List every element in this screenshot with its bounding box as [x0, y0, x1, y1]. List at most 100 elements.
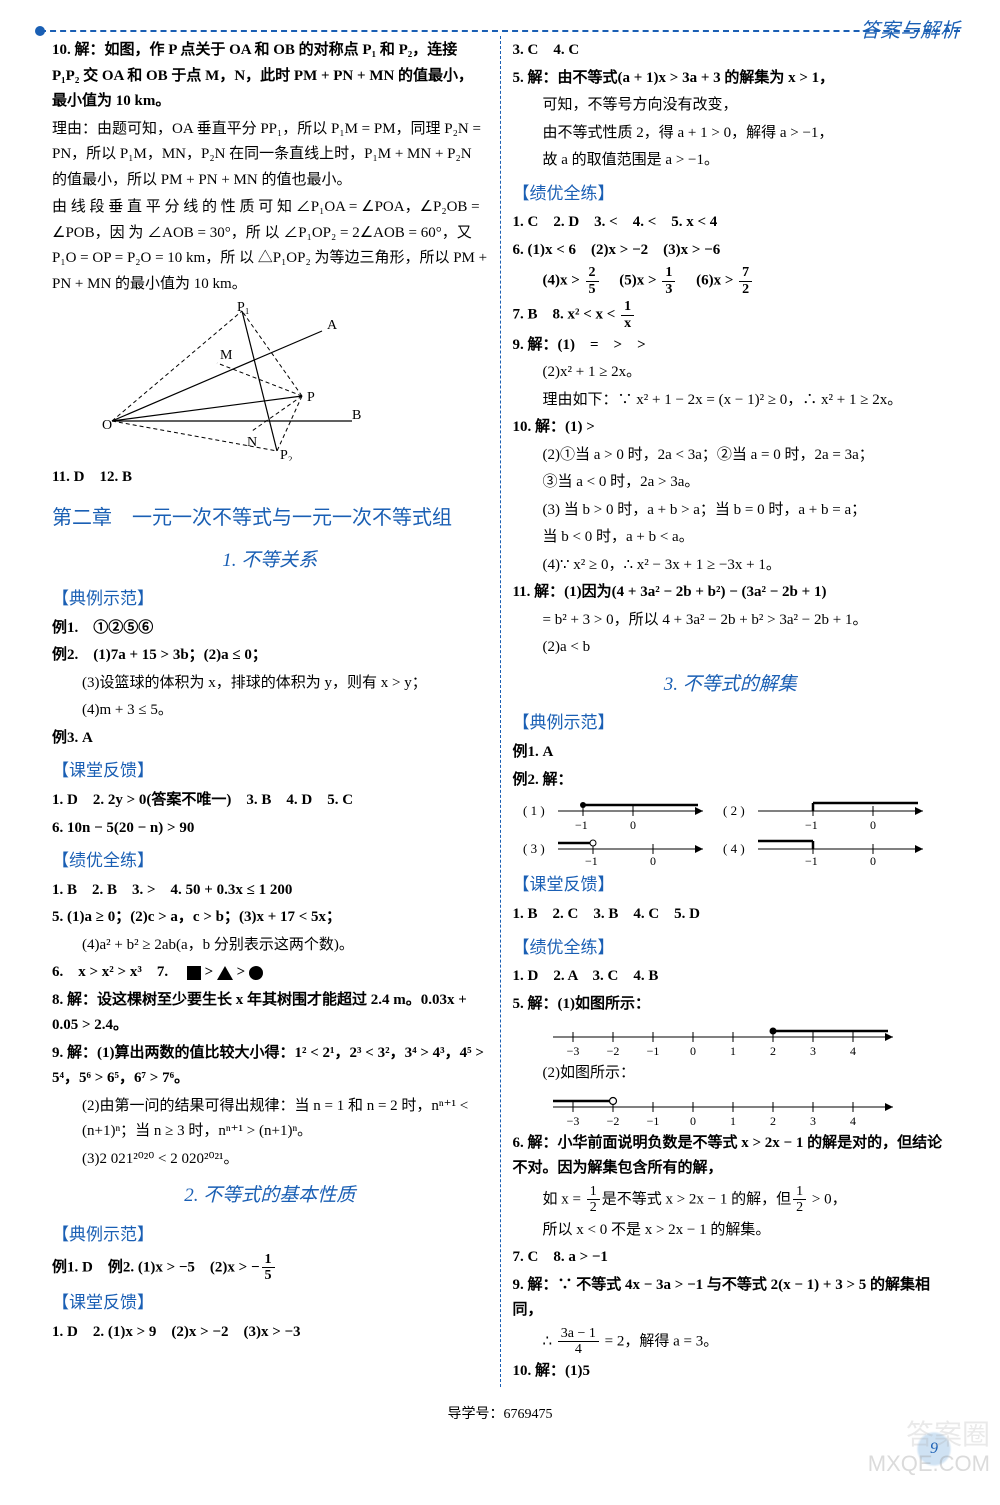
- s1-e5-2: (2)由第一问的结果可得出规律：当 n = 1 和 n = 2 时，nⁿ⁺¹ <…: [52, 1094, 488, 1145]
- s3-class-label: 【课堂反馈】: [513, 871, 949, 900]
- header-label: 答案与解析: [860, 14, 960, 48]
- svg-text:B: B: [352, 408, 361, 423]
- circle-icon: [249, 966, 263, 980]
- s1-e1: 1. B 2. B 3. > 4. 50 + 0.3x ≤ 1 200: [52, 878, 488, 904]
- frac-1-5: 15: [262, 1252, 275, 1284]
- s2-c1: 1. D 2. (1)x > 9 (2)x > −2 (3)x > −3: [52, 1320, 488, 1346]
- frac-1-2b: 12: [793, 1184, 806, 1216]
- s3-ee6: 10. 解：(1)5: [513, 1359, 949, 1385]
- svg-text:3: 3: [810, 1114, 816, 1128]
- r-e4-2: (2)x² + 1 ≥ 2x。: [513, 360, 949, 386]
- svg-text:−3: −3: [566, 1114, 579, 1128]
- s1-ex3: 例3. A: [52, 726, 488, 752]
- numline-5-1: −3 −2 −1 0 1 2 3 4: [513, 1019, 949, 1059]
- svg-text:−1: −1: [805, 818, 818, 832]
- s3-ee3-2b: 是不等式 x > 2x − 1 的解，但: [602, 1191, 791, 1207]
- svg-text:0: 0: [870, 854, 876, 865]
- header-dot: [35, 26, 45, 36]
- svg-text:1: 1: [730, 1044, 736, 1058]
- s3-ee2b: (2)如图所示：: [513, 1061, 949, 1087]
- r-e6-2: (2)a < b: [513, 635, 949, 661]
- svg-text:N: N: [247, 435, 257, 450]
- svg-text:−1: −1: [585, 854, 598, 865]
- q10-reason1: 理由：由题可知，OA 垂直平分 PP₁，所以 P₁M = PM，同理 P₂N =…: [52, 117, 488, 194]
- s3-c1: 1. B 2. C 3. B 4. C 5. D: [513, 902, 949, 928]
- svg-text:P₁: P₁: [237, 301, 250, 315]
- s3-ee3-2: 如 x = 12是不等式 x > 2x − 1 的解，但12 > 0，: [513, 1184, 949, 1216]
- svg-text:0: 0: [870, 818, 876, 832]
- chapter-title: 第二章 一元一次不等式与一元一次不等式组: [52, 501, 488, 535]
- numline-ex2: ( 1 ) −10 ( 2 ) −10 ( 3 ) −10: [513, 795, 949, 865]
- svg-text:( 4 ): ( 4 ): [723, 841, 745, 856]
- r-q5-4: 故 a 的取值范围是 a > −1。: [513, 148, 949, 174]
- right-column: 3. C 4. C 5. 解：由不等式(a + 1)x > 3a + 3 的解集…: [501, 36, 961, 1387]
- s1-class-label: 【课堂反馈】: [52, 757, 488, 786]
- s3-ee3-1: 6. 解：小华前面说明负数是不等式 x > 2x − 1 的解是对的，但结论不对…: [513, 1131, 949, 1182]
- svg-text:O: O: [102, 418, 112, 433]
- r-e2-1: 6. (1)x < 6 (2)x > −2 (3)x > −6: [513, 238, 949, 264]
- r-excel-label: 【绩优全练】: [513, 180, 949, 209]
- section3-title: 3. 不等式的解集: [513, 669, 949, 701]
- frac-2-5: 25: [586, 265, 599, 297]
- r-e4-3: 理由如下：∵ x² + 1 − 2x = (x − 1)² ≥ 0，∴ x² +…: [513, 388, 949, 414]
- s1-e3: 6. x > x² > x³ 7. > >: [52, 960, 488, 986]
- q10-reason2: 由 线 段 垂 直 平 分 线 的 性 质 可 知 ∠P₁OA = ∠POA，∠…: [52, 195, 488, 297]
- s3-ee4: 7. C 8. a > −1: [513, 1245, 949, 1271]
- s1-ex2-4: (4)m + 3 ≤ 5。: [52, 698, 488, 724]
- s1-e3-text: 6. x > x² > x³ 7.: [52, 964, 183, 980]
- svg-text:( 1 ): ( 1 ): [523, 803, 545, 818]
- r-e5-2b: ③当 a < 0 时，2a > 3a。: [513, 470, 949, 496]
- s3-ee5-1: 9. 解：∵ 不等式 4x − 3a > −1 与不等式 2(x − 1) + …: [513, 1273, 949, 1324]
- square-icon: [187, 966, 201, 980]
- left-column: 10. 解：如图，作 P 点关于 OA 和 OB 的对称点 P₁ 和 P₂，连接…: [40, 36, 501, 1387]
- s3-ee1: 1. D 2. A 3. C 4. B: [513, 964, 949, 990]
- svg-text:( 3 ): ( 3 ): [523, 841, 545, 856]
- q10-diagram: O A B P P₁ P₂ M N: [102, 301, 488, 461]
- svg-text:4: 4: [850, 1044, 856, 1058]
- s1-e5-1: 9. 解：(1)算出两数的值比较大小得：1² < 2¹，2³ < 3²，3⁴ >…: [52, 1041, 488, 1092]
- s1-e2b: (4)a² + b² ≥ 2ab(a，b 分别表示这两个数)。: [52, 933, 488, 959]
- section2-title: 2. 不等式的基本性质: [52, 1180, 488, 1212]
- svg-text:−2: −2: [606, 1044, 619, 1058]
- footer-guide: 导学号：6769475: [40, 1403, 960, 1427]
- frac-1-x: 1x: [621, 299, 634, 331]
- r-e4-1: 9. 解：(1) = > >: [513, 333, 949, 359]
- r-e5-1: 10. 解：(1) >: [513, 415, 949, 441]
- s2-class-label: 【课堂反馈】: [52, 1289, 488, 1318]
- r-e2-2a: (4)x >: [543, 273, 584, 289]
- s1-c2: 6. 10n − 5(20 − n) > 90: [52, 816, 488, 842]
- svg-text:3: 3: [810, 1044, 816, 1058]
- watermark-bottom: MXQE.COM: [868, 1445, 990, 1482]
- svg-text:−1: −1: [646, 1114, 659, 1128]
- svg-text:−1: −1: [575, 818, 588, 832]
- s2-ex: 例1. D 例2. (1)x > −5 (2)x > −15: [52, 1252, 488, 1284]
- numline-5-2: −3 −2 −1 0 1 2 3 4: [513, 1089, 949, 1129]
- svg-text:M: M: [220, 348, 233, 363]
- r-e6-1: 11. 解：(1)因为(4 + 3a² − 2b + b²) − (3a² − …: [513, 580, 949, 606]
- s3-ee5-2: ∴ 3a − 14 = 2，解得 a = 3。: [513, 1326, 949, 1358]
- svg-text:4: 4: [850, 1114, 856, 1128]
- frac-7-2: 72: [739, 265, 752, 297]
- s1-excel-label: 【绩优全练】: [52, 847, 488, 876]
- s3-ee3-2c: > 0，: [808, 1191, 846, 1207]
- s3-ex1: 例1. A: [513, 740, 949, 766]
- s3-ee5-2b: = 2，解得 a = 3。: [601, 1333, 718, 1349]
- q11-12: 11. D 12. B: [52, 465, 488, 491]
- s2-ex-text: 例1. D 例2. (1)x > −5 (2)x > −: [52, 1259, 260, 1275]
- r-e3: 7. B 8. x² < x < 1x: [513, 299, 949, 331]
- r-e5-2: (2)①当 a > 0 时，2a < 3a；②当 a = 0 时，2a = 3a…: [513, 443, 949, 469]
- svg-text:0: 0: [690, 1044, 696, 1058]
- header-divider: 答案与解析: [40, 30, 960, 32]
- r-e1: 1. C 2. D 3. < 4. < 5. x < 4: [513, 210, 949, 236]
- s1-e2: 5. (1)a ≥ 0；(2)c > a，c > b；(3)x + 17 < 5…: [52, 905, 488, 931]
- section1-title: 1. 不等关系: [52, 545, 488, 577]
- s1-c1: 1. D 2. 2y > 0(答案不唯一) 3. B 4. D 5. C: [52, 788, 488, 814]
- s1-e4: 8. 解：设这棵树至少要生长 x 年其树围才能超过 2.4 m。0.03x + …: [52, 988, 488, 1039]
- frac-1-2a: 12: [587, 1184, 600, 1216]
- s1-ex1: 例1. ①②⑤⑥: [52, 616, 488, 642]
- s3-ee3-2a: 如 x =: [543, 1191, 585, 1207]
- r-q5-3: 由不等式性质 2，得 a + 1 > 0，解得 a > −1，: [513, 121, 949, 147]
- svg-text:P₂: P₂: [280, 448, 293, 461]
- r-e5-3: (3) 当 b > 0 时，a + b > a；当 b = 0 时，a + b …: [513, 498, 949, 524]
- r-e6-1b: = b² + 3 > 0，所以 4 + 3a² − 2b + b² > 3a² …: [513, 608, 949, 634]
